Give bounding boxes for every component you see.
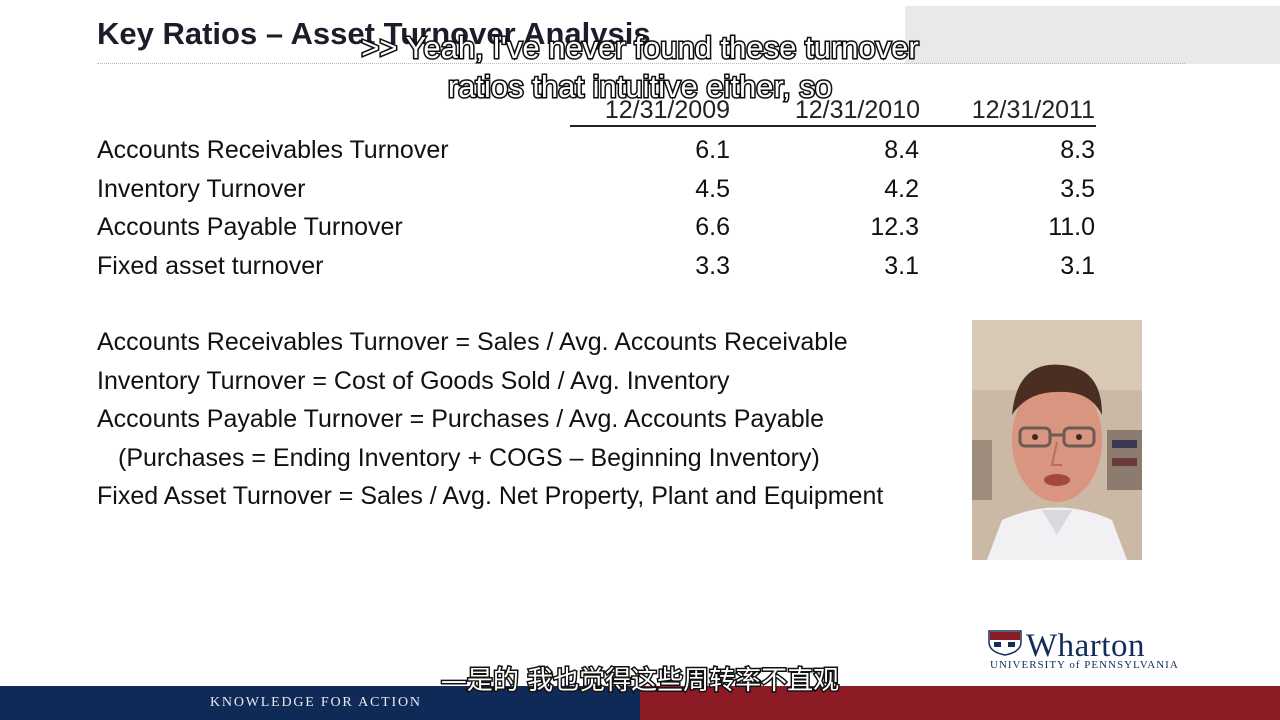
year-header-2011: 12/31/2011 [971, 96, 1095, 124]
footer-crimson-bar [640, 686, 1280, 720]
table-cell: 8.4 [884, 136, 919, 164]
footer-navy-bar [0, 686, 640, 720]
table-cell: 6.6 [695, 213, 730, 241]
penn-shield-icon [988, 630, 1022, 656]
slide-title: Key Ratios – Asset Turnover Analysis [97, 16, 651, 51]
presenter-video [972, 320, 1142, 560]
row-label-fixed-asset-turnover: Fixed asset turnover [97, 252, 324, 280]
table-cell: 3.5 [1060, 175, 1095, 203]
caption-english-line1: >> Yeah, I've never found these turnover [360, 29, 920, 67]
presenter-video-icon [972, 320, 1142, 560]
row-label-ar-turnover: Accounts Receivables Turnover [97, 136, 449, 164]
row-label-inventory-turnover: Inventory Turnover [97, 175, 306, 203]
table-cell: 4.2 [884, 175, 919, 203]
table-cell: 3.1 [884, 252, 919, 280]
table-cell: 8.3 [1060, 136, 1095, 164]
wharton-subtitle: UNIVERSITY of PENNSYLVANIA [990, 659, 1179, 671]
table-cell: 3.1 [1060, 252, 1095, 280]
footer-tagline: KNOWLEDGE FOR ACTION [210, 695, 422, 710]
row-label-ap-turnover: Accounts Payable Turnover [97, 213, 403, 241]
table-cell: 12.3 [870, 213, 919, 241]
table-header-rule [570, 125, 1096, 127]
table-cell: 4.5 [695, 175, 730, 203]
table-cell: 3.3 [695, 252, 730, 280]
wharton-logo: Wharton UNIVERSITY of PENNSYLVANIA [988, 628, 1193, 673]
formula-fixed-asset: Fixed Asset Turnover = Sales / Avg. Net … [97, 482, 884, 510]
year-header-2009: 12/31/2009 [604, 96, 730, 124]
formula-inventory: Inventory Turnover = Cost of Goods Sold … [97, 367, 730, 395]
caption-english-line2: ratios that intuitive either, so [446, 68, 833, 106]
formula-purchases-note: (Purchases = Ending Inventory + COGS – B… [118, 444, 820, 472]
formula-ap: Accounts Payable Turnover = Purchases / … [97, 405, 825, 433]
caption-backdrop [905, 6, 1280, 64]
title-divider [97, 63, 1185, 64]
wharton-wordmark: Wharton [1026, 628, 1145, 664]
table-cell: 11.0 [1048, 213, 1095, 241]
year-header-2010: 12/31/2010 [794, 96, 920, 124]
caption-chinese: —是的 我也觉得这些周转率不直观 [439, 665, 840, 698]
table-cell: 6.1 [695, 136, 730, 164]
formula-ar: Accounts Receivables Turnover = Sales / … [97, 328, 848, 356]
